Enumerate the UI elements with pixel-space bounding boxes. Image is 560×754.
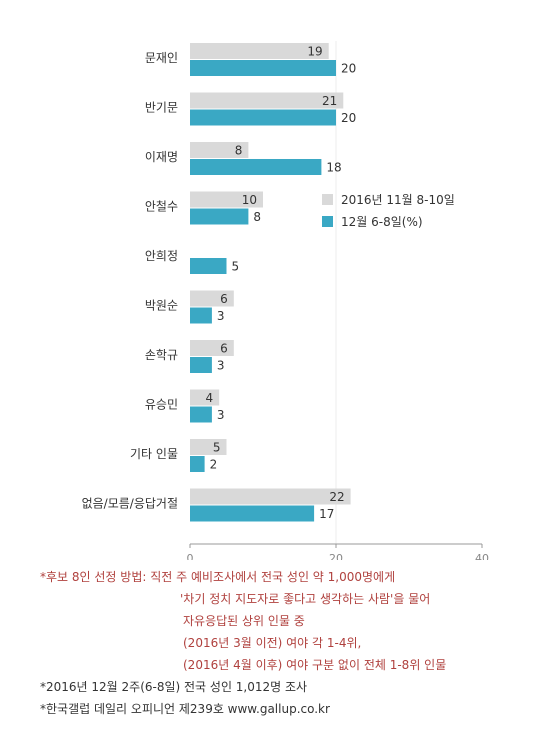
bar-previous <box>190 142 249 158</box>
bar-current <box>190 456 205 472</box>
data-label: 6 <box>220 292 228 306</box>
data-label: 10 <box>242 193 257 207</box>
note-before-march: (2016년 3월 이전) 여야 각 1-4위, <box>183 636 362 650</box>
category-label: 박원순 <box>145 299 178 313</box>
bar-current <box>190 357 212 373</box>
category-label: 안철수 <box>145 200 178 214</box>
bar-previous <box>190 488 351 505</box>
bar-previous <box>190 43 329 59</box>
data-label: 17 <box>319 507 334 521</box>
category-label: 반기문 <box>145 101 178 115</box>
data-label: 4 <box>206 391 214 405</box>
data-label: 20 <box>341 62 356 76</box>
legend-swatch-previous <box>322 193 333 205</box>
data-label: 3 <box>217 309 225 323</box>
note-survey: *2016년 12월 2주(6-8일) 전국 성인 1,012명 조사 <box>40 680 308 694</box>
category-label: 유승민 <box>145 398 178 412</box>
bar-current <box>190 60 336 76</box>
data-label: 5 <box>213 441 221 455</box>
data-label: 6 <box>220 342 228 356</box>
legend-label-current: 12월 6-8일(%) <box>341 214 423 229</box>
note-method: *후보 8인 선정 방법: 직전 주 예비조사에서 전국 성인 약 1,000명… <box>40 570 396 584</box>
note-after-april: (2016년 4월 이후) 여야 구분 없이 전체 1-8위 인물 <box>183 658 447 672</box>
data-label: 20 <box>341 111 356 125</box>
legend-label-previous: 2016년 11월 8-10일 <box>341 192 455 207</box>
bar-current <box>190 109 336 126</box>
category-label: 없음/모름/응답거절 <box>82 497 178 511</box>
bar-previous <box>190 191 263 208</box>
data-label: 21 <box>322 94 337 108</box>
bar-current <box>190 505 315 522</box>
bar-current <box>190 258 227 274</box>
x-tick-label: 20 <box>329 552 343 560</box>
bar-previous <box>190 439 227 455</box>
data-label: 2 <box>210 458 218 472</box>
legend-item-current: 12월 6-8일(%) <box>322 210 455 232</box>
x-tick-label: 0 <box>187 552 194 560</box>
bar-previous <box>190 290 234 307</box>
bar-current <box>190 406 212 423</box>
data-label: 3 <box>217 408 225 422</box>
data-label: 22 <box>329 490 344 504</box>
data-label: 3 <box>217 359 225 373</box>
category-label: 안희정 <box>145 249 178 263</box>
bar-current <box>190 208 249 225</box>
data-label: 19 <box>307 45 322 59</box>
footnotes: *후보 8인 선정 방법: 직전 주 예비조사에서 전국 성인 약 1,000명… <box>40 566 446 720</box>
data-label: 18 <box>326 161 341 175</box>
category-label: 문재인 <box>145 51 178 65</box>
legend: 2016년 11월 8-10일 12월 6-8일(%) <box>322 188 455 232</box>
bar-previous <box>190 389 220 406</box>
note-free-response: 자유응답된 상위 인물 중 <box>183 614 305 628</box>
bar-previous <box>190 340 234 356</box>
legend-item-previous: 2016년 11월 8-10일 <box>322 188 455 210</box>
data-label: 8 <box>253 210 261 224</box>
data-label: 8 <box>235 144 243 158</box>
category-label: 손학규 <box>145 348 178 362</box>
category-label: 기타 인물 <box>130 447 178 461</box>
note-source: *한국갤럽 데일리 오피니언 제239호 www.gallup.co.kr <box>40 702 330 716</box>
x-tick-label: 40 <box>475 552 489 560</box>
bar-current <box>190 159 322 175</box>
data-label: 5 <box>232 260 240 274</box>
bar-previous <box>190 92 344 109</box>
note-question: '차기 정치 지도자로 좋다고 생각하는 사람'을 물어 <box>180 592 431 606</box>
bar-current <box>190 307 212 324</box>
category-label: 이재명 <box>145 150 178 164</box>
legend-swatch-current <box>322 215 333 227</box>
